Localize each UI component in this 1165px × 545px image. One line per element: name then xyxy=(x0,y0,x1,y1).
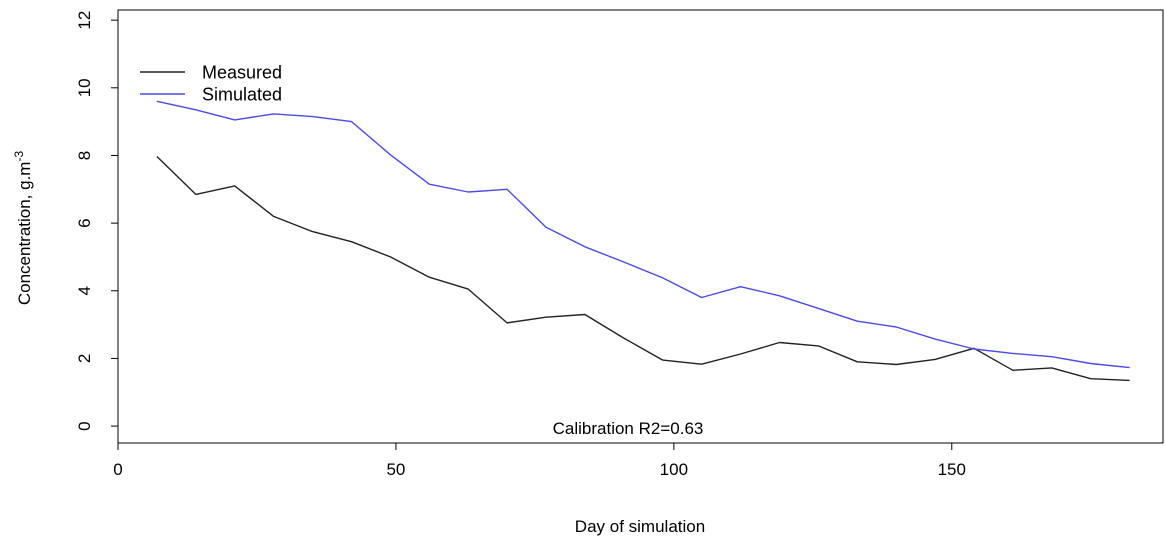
y-axis-title-main: Concentration, g.m xyxy=(15,162,34,306)
x-tick-label: 100 xyxy=(660,460,688,479)
series-line-measured xyxy=(156,155,1130,382)
y-axis-title: Concentration, g.m-3 xyxy=(12,151,34,306)
x-tick-label: 150 xyxy=(938,460,966,479)
y-tick-label: 8 xyxy=(75,151,94,160)
y-tick-label: 0 xyxy=(75,421,94,430)
calibration-annotation: Calibration R2=0.63 xyxy=(553,419,704,438)
legend-label-simulated: Simulated xyxy=(202,84,282,104)
y-tick-label: 4 xyxy=(75,286,94,295)
y-axis-title-superscript: -3 xyxy=(12,151,26,162)
x-tick-label: 0 xyxy=(113,460,122,479)
y-tick-label: 12 xyxy=(75,11,94,30)
y-tick-label: 6 xyxy=(75,218,94,227)
y-tick-label: 10 xyxy=(75,78,94,97)
x-tick-label: 50 xyxy=(386,460,405,479)
plot-frame xyxy=(117,9,1164,444)
legend-label-measured: Measured xyxy=(202,62,282,82)
y-tick-label: 2 xyxy=(75,354,94,363)
series-line-simulated xyxy=(156,100,1130,369)
x-axis-title: Day of simulation xyxy=(575,517,705,536)
